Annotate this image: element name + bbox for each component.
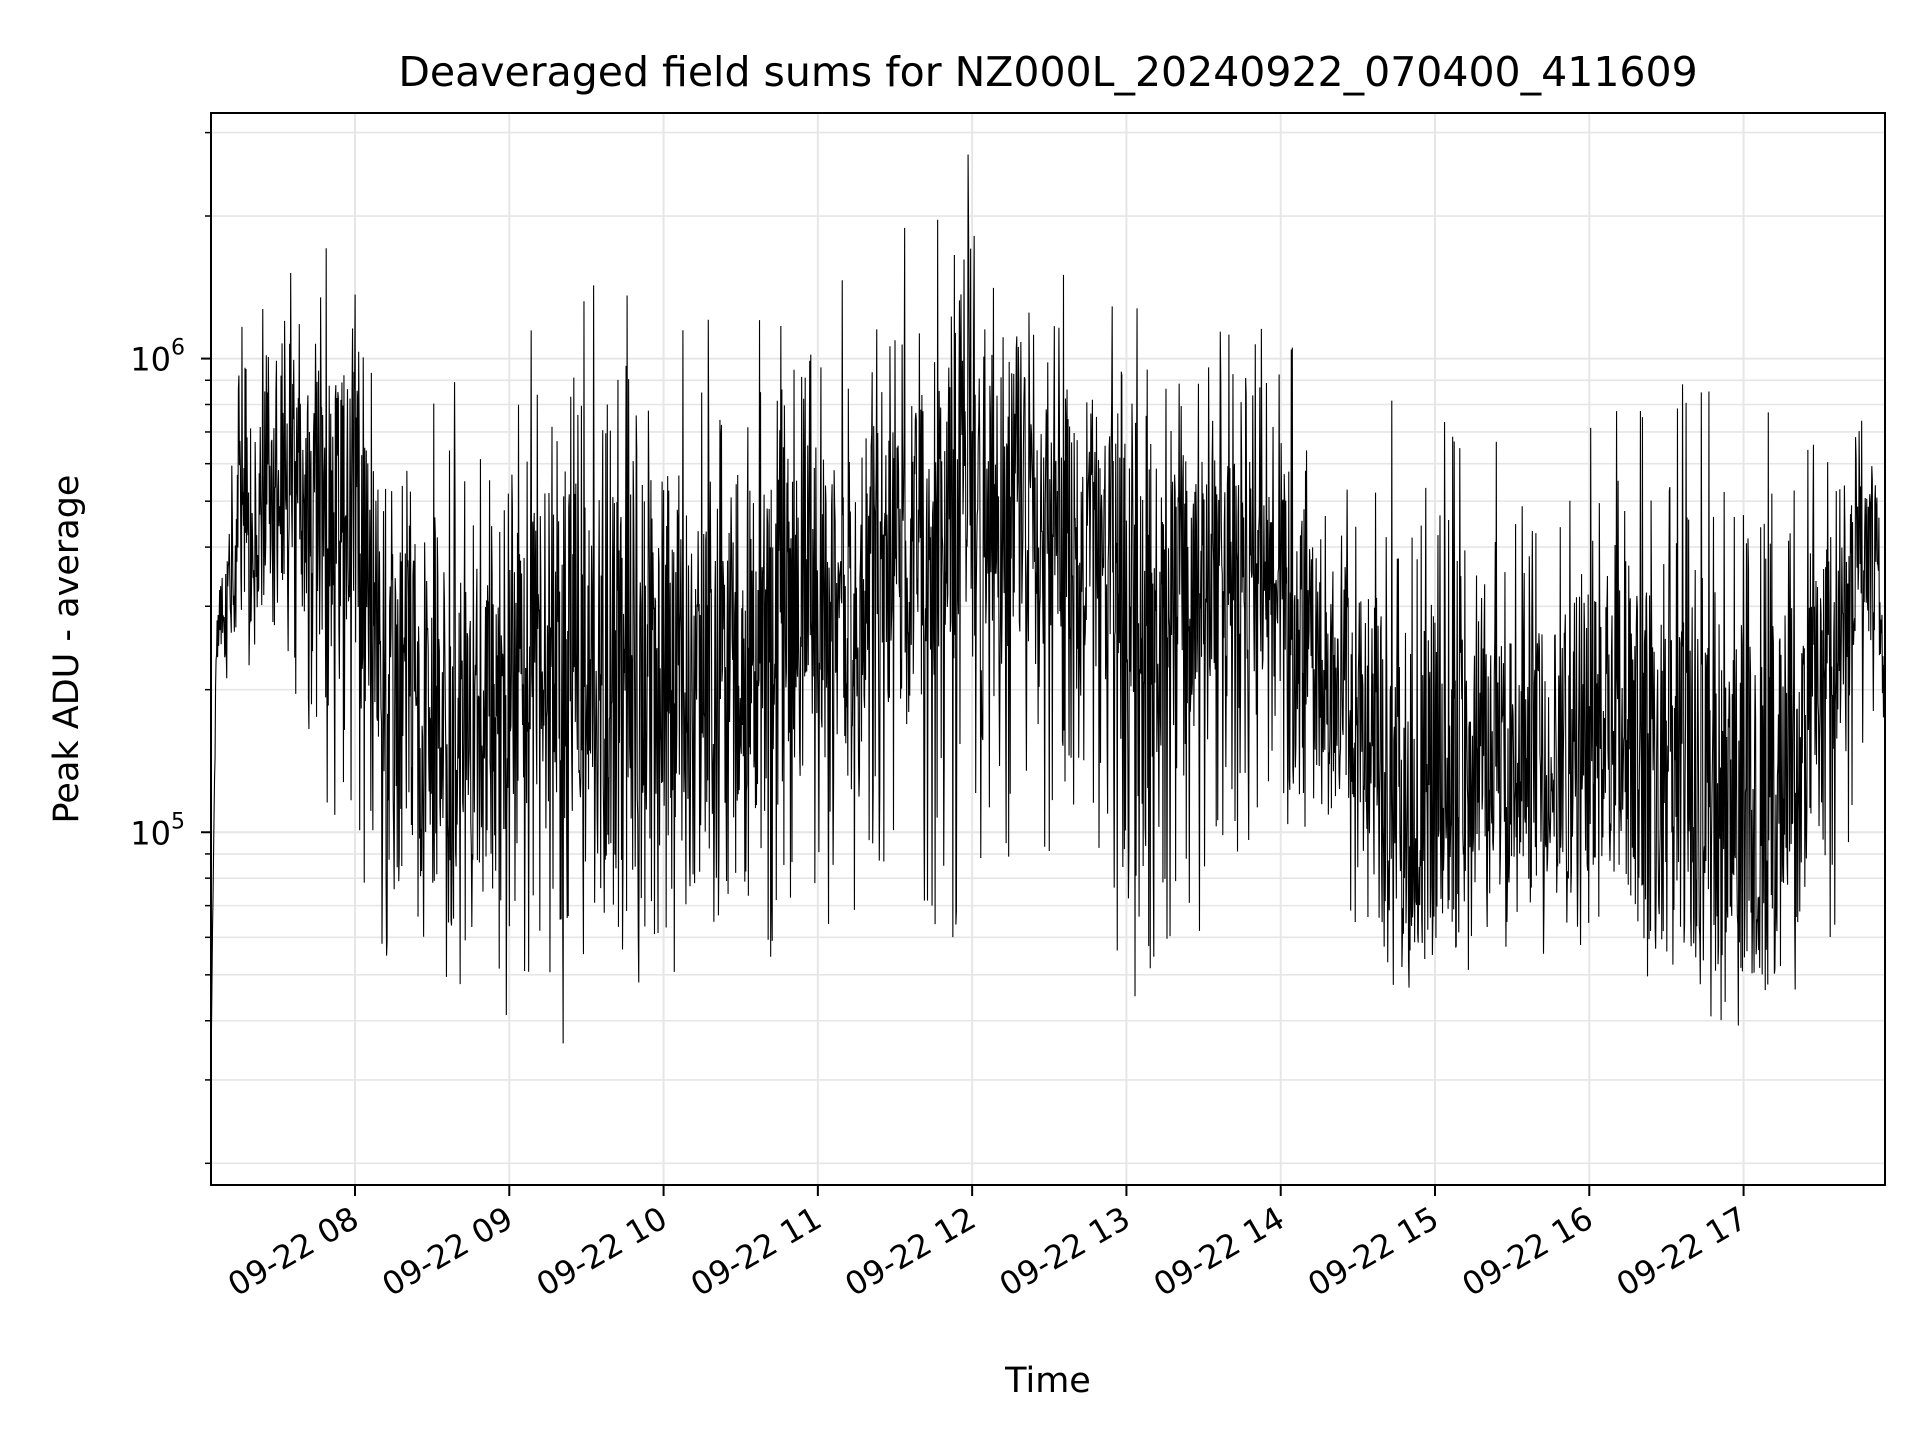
plot-frame [210,112,1886,1186]
y-tick-label: 106 [130,336,185,379]
y-tick-label: 105 [130,809,185,852]
y-axis-label: Peak ADU - average [47,475,87,824]
data-series [210,154,1886,1061]
x-axis-label: Time [1004,1361,1091,1401]
y-tick-exponent: 6 [171,336,185,361]
y-tick-base: 10 [130,341,171,379]
y-tick-base: 10 [130,814,171,852]
series-line [210,154,1886,1061]
y-tick-exponent: 5 [171,809,185,834]
chart-title: Deaveraged field sums for NZ000L_2024092… [398,48,1697,96]
